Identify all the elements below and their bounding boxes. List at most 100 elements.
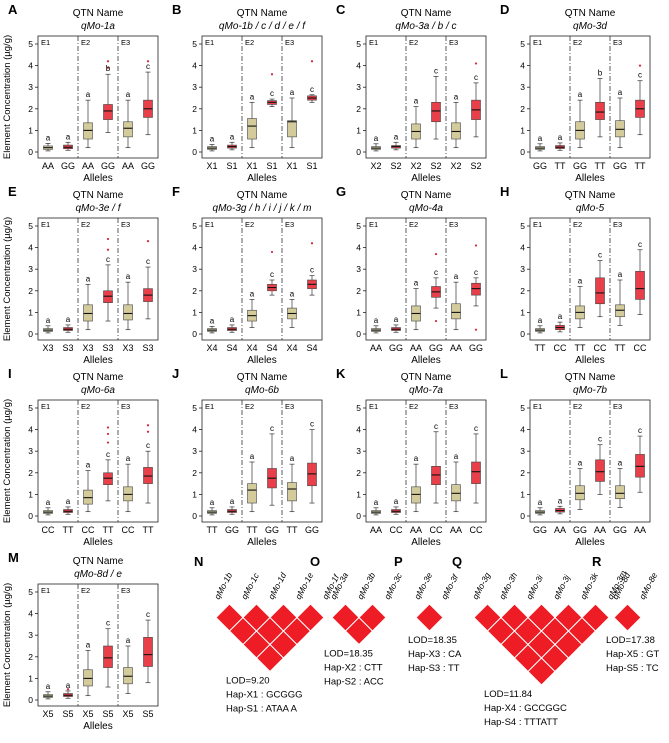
x-tick-label: S5 [142, 709, 153, 719]
significance-letter: a [558, 312, 563, 321]
qtn-name: qMo-3d [573, 21, 607, 32]
y-tick-label: 2 [192, 286, 197, 296]
x-tick-label: TT [103, 525, 114, 535]
y-tick-label: 2 [28, 652, 33, 662]
x-tick-label: AA [594, 525, 606, 535]
haplotype: Hap-S2 : ACC [324, 677, 384, 688]
env-label: E1 [533, 402, 542, 411]
panel-letter: L [500, 366, 508, 381]
x-tick-label: TT [63, 525, 74, 535]
significance-letter: a [454, 92, 459, 101]
x-tick-label: GG [613, 525, 627, 535]
haplotype: Hap-X5 : GT [606, 649, 660, 660]
x-tick-label: GG [469, 343, 483, 353]
y-tick-label: 5 [28, 403, 33, 413]
x-axis-label: Alleles [83, 173, 112, 184]
env-label: E3 [449, 220, 458, 229]
panel-heading: QTN Name [401, 8, 452, 19]
x-tick-label: GG [225, 525, 239, 535]
x-tick-label: CC [122, 525, 135, 535]
x-axis-label: Alleles [83, 721, 112, 732]
x-axis-label: Alleles [411, 537, 440, 548]
outlier-point [270, 250, 274, 254]
y-tick-label: 0 [28, 695, 33, 705]
box-iqr-x1 [287, 120, 297, 138]
x-tick-label: AA [634, 525, 646, 535]
plot-frame [529, 35, 651, 159]
y-tick-label: 2 [356, 104, 361, 114]
boxplot-panel-m: M QTN Name qMo-8d / e 0 1 2 3 4 5 E1 E2 E3 a X5 a S5 a X5… [2, 550, 159, 732]
x-tick-label: TT [143, 525, 154, 535]
env-label: E1 [41, 402, 50, 411]
significance-letter: c [146, 610, 150, 619]
y-tick-label: 2 [28, 286, 33, 296]
y-tick-label: 3 [520, 82, 525, 92]
qtn-name: qMo-3g / h / i / j / k / m [213, 203, 312, 214]
y-tick-label: 5 [192, 403, 197, 413]
y-tick-label: 0 [356, 329, 361, 339]
x-tick-label: CC [634, 343, 647, 353]
env-label: E2 [409, 38, 418, 47]
plot-frame [529, 217, 651, 341]
y-tick-label: 5 [192, 221, 197, 231]
x-tick-label: X5 [82, 709, 93, 719]
x-tick-label: GG [305, 525, 319, 535]
box-iqr-gg [615, 485, 625, 500]
y-tick-label: 1 [192, 125, 197, 135]
qtn-name: qMo-7b [573, 385, 607, 396]
snp-label: qMo-3b [355, 571, 377, 601]
significance-letter: c [434, 268, 438, 277]
box-iqr-cc [471, 461, 481, 484]
x-axis-label: Alleles [411, 173, 440, 184]
significance-letter: a [210, 134, 215, 143]
x-tick-label: TT [207, 525, 218, 535]
x-tick-label: S4 [306, 343, 317, 353]
x-tick-label: X4 [286, 343, 297, 353]
x-tick-label: X5 [42, 709, 53, 719]
outlier-point [638, 64, 642, 67]
outlier-point [106, 237, 110, 241]
significance-letter: a [538, 316, 543, 325]
y-tick-label: 2 [520, 104, 525, 114]
y-tick-label: 1 [356, 125, 361, 135]
significance-letter: c [638, 426, 642, 435]
x-axis-label: Alleles [247, 173, 276, 184]
env-label: E2 [573, 38, 582, 47]
y-tick-label: 3 [356, 446, 361, 456]
significance-letter: c [434, 66, 438, 75]
y-tick-label: 5 [28, 39, 33, 49]
panel-letter: B [172, 2, 181, 17]
y-tick-label: 0 [192, 147, 197, 157]
env-label: E2 [245, 402, 254, 411]
y-tick-label: 2 [356, 468, 361, 478]
haplotype: Hap-S1 : ATAA A [226, 704, 298, 715]
haplotype: Hap-S4 : TTTATT [484, 717, 558, 728]
y-axis-label: Element Concentration (µg/g) [2, 399, 13, 523]
env-label: E2 [81, 586, 90, 595]
box-iqr-s5 [143, 637, 153, 667]
x-tick-label: X4 [246, 343, 257, 353]
significance-letter: c [310, 85, 314, 94]
x-tick-label: GG [61, 161, 75, 171]
ld-cell [296, 603, 325, 632]
ld-cell [358, 603, 387, 632]
y-tick-label: 0 [28, 511, 33, 521]
panel-heading: QTN Name [401, 372, 452, 383]
y-tick-label: 1 [28, 673, 33, 683]
y-tick-label: 5 [356, 221, 361, 231]
significance-letter: a [558, 133, 563, 142]
x-tick-label: X1 [206, 161, 217, 171]
plot-frame [529, 399, 651, 523]
qtn-name: qMo-3a / b / c [395, 21, 456, 32]
significance-letter: a [578, 458, 583, 467]
significance-letter: a [374, 134, 379, 143]
significance-letter: a [414, 279, 419, 288]
plot-frame [37, 35, 159, 159]
outlier-point [146, 240, 150, 243]
y-tick-label: 4 [192, 61, 197, 71]
significance-letter: a [66, 132, 71, 141]
y-tick-label: 4 [520, 425, 525, 435]
x-tick-label: X4 [206, 343, 217, 353]
